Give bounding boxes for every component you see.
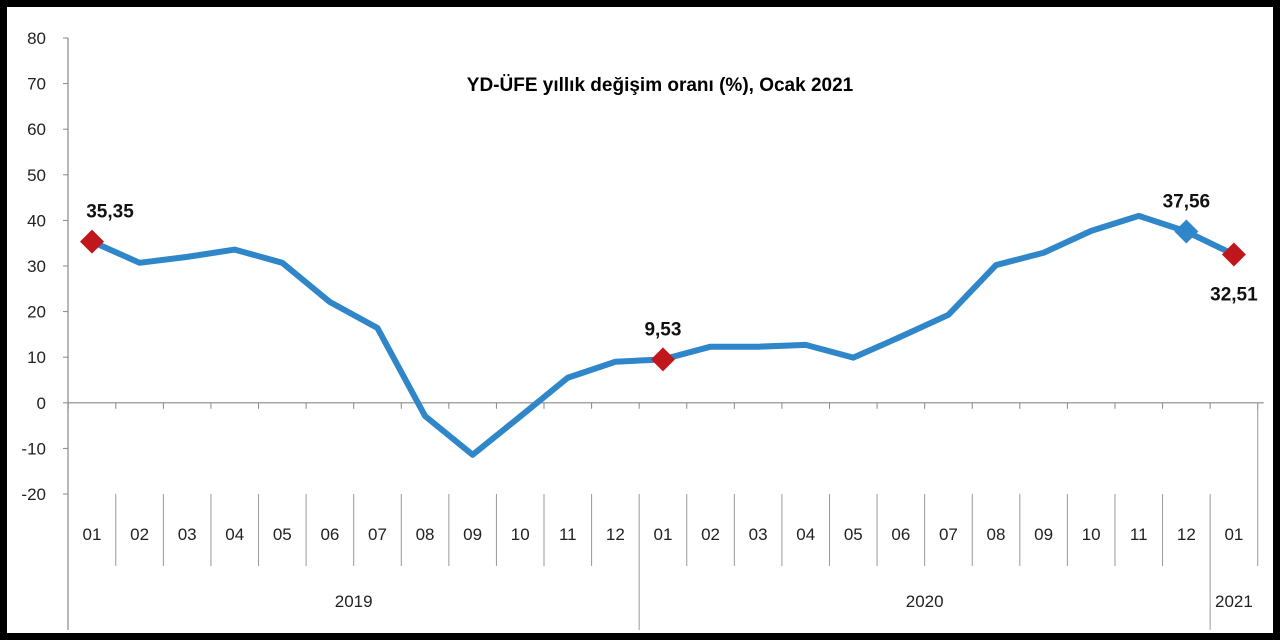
y-tick-label: 10 [27,348,46,367]
x-tick-label: 06 [891,525,910,544]
x-tick-label: 12 [606,525,625,544]
x-tick-label: 07 [368,525,387,544]
x-tick-label: 11 [1130,525,1148,544]
year-label: 2020 [906,592,944,611]
x-tick-label: 09 [463,525,482,544]
x-tick-label: 02 [130,525,149,544]
y-tick-label: 40 [27,211,46,230]
x-tick-label: 04 [796,525,815,544]
data-label: 35,35 [86,202,134,223]
x-tick-label: 09 [1034,525,1053,544]
y-tick-label: 20 [27,303,46,322]
x-tick-label: 03 [749,525,768,544]
x-tick-label: 10 [511,525,530,544]
x-tick-label: 08 [416,525,435,544]
x-tick-label: 01 [83,525,102,544]
highlight-marker [1221,242,1246,267]
data-label: 9,53 [644,319,681,340]
y-tick-label: 30 [27,257,46,276]
highlight-marker [1174,219,1199,244]
year-label: 2019 [335,592,373,611]
x-tick-label: 06 [320,525,339,544]
year-label: 2021 [1215,592,1253,611]
highlight-marker [80,229,104,254]
x-tick-label: 02 [701,525,720,544]
x-tick-label: 01 [653,525,672,544]
x-tick-label: 03 [178,525,197,544]
y-tick-label: 50 [27,166,46,185]
x-tick-label: 10 [1082,525,1101,544]
y-tick-label: 70 [27,75,46,94]
chart-title: YD-ÜFE yıllık değişim oranı (%), Ocak 20… [467,75,854,96]
x-tick-label: 05 [844,525,863,544]
y-tick-label: 60 [27,120,46,139]
x-tick-label: 12 [1177,525,1196,544]
data-label: 37,56 [1163,192,1211,213]
y-tick-label: -10 [21,439,46,458]
x-tick-label: 01 [1224,525,1243,544]
highlight-marker [650,347,675,372]
x-tick-label: 11 [559,525,577,544]
x-tick-label: 08 [987,525,1006,544]
x-tick-label: 05 [273,525,292,544]
y-tick-label: -20 [21,485,46,504]
y-tick-label: 0 [37,394,46,413]
x-tick-label: 07 [939,525,958,544]
y-tick-label: 80 [27,29,46,48]
x-tick-label: 04 [225,525,244,544]
data-label: 32,51 [1210,285,1258,306]
